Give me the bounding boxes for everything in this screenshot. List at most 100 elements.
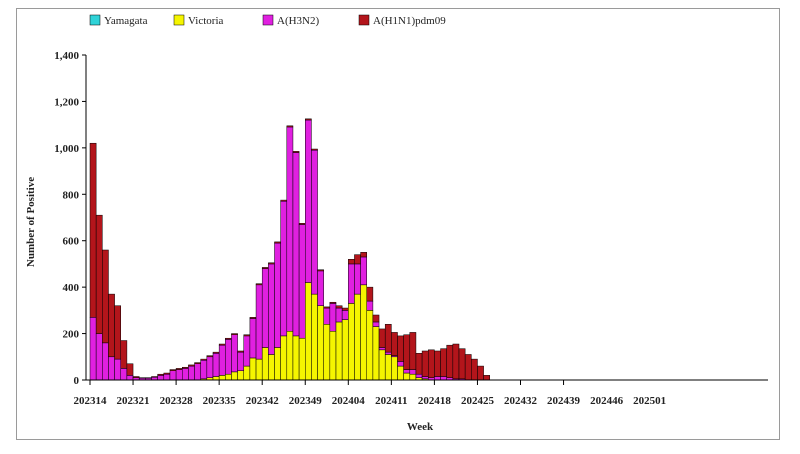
- bar-segment: [335, 321, 343, 381]
- bar-segment: [163, 372, 171, 375]
- x-tick-label: 202425: [461, 395, 495, 407]
- bar-segment: [329, 303, 337, 332]
- bar-segment: [421, 376, 429, 380]
- y-tick-label: 0: [74, 375, 80, 387]
- bar-segment: [298, 224, 306, 339]
- y-tick-label: 200: [63, 329, 80, 341]
- bar-segment: [305, 118, 312, 121]
- bar-segment: [360, 284, 368, 381]
- y-tick-label: 1,200: [54, 96, 79, 108]
- bar-segment: [409, 369, 417, 375]
- bar-segment: [440, 348, 447, 377]
- bar-segment: [440, 376, 447, 381]
- bar-segment: [458, 348, 466, 380]
- bar-segment: [341, 319, 349, 381]
- bar-segment: [378, 347, 386, 351]
- bar-segment: [157, 373, 165, 376]
- bar-segment: [120, 340, 128, 369]
- bar-segment: [384, 354, 392, 381]
- legend-swatch: [89, 14, 101, 26]
- bar-segment: [218, 343, 226, 346]
- bar-segment: [354, 263, 361, 295]
- bar-segment: [329, 331, 337, 381]
- bar-segment: [212, 351, 220, 354]
- bar-segment: [348, 303, 355, 381]
- bar-segment: [354, 293, 361, 381]
- bar-segment: [225, 337, 232, 340]
- bar-segment: [483, 375, 491, 381]
- bar-segment: [372, 321, 380, 327]
- bar-segment: [89, 142, 97, 318]
- bar-segment: [360, 256, 368, 286]
- bar-segment: [317, 305, 324, 381]
- bar-segment: [163, 373, 171, 381]
- bar-segment: [95, 333, 103, 381]
- bar-segment: [329, 301, 337, 304]
- bar-segment: [348, 259, 355, 265]
- bar-segment: [126, 363, 134, 376]
- bar-segment: [298, 223, 306, 225]
- legend-swatch: [173, 14, 185, 26]
- bar-segment: [323, 307, 331, 325]
- bar-segment: [261, 268, 269, 348]
- bar-segment: [323, 324, 331, 381]
- bar-segment: [286, 126, 294, 332]
- bar-segment: [280, 201, 288, 337]
- x-tick-label: 202446: [590, 395, 624, 407]
- bar-segment: [434, 376, 441, 381]
- bar-segment: [151, 376, 158, 378]
- legend-label: Yamagata: [104, 15, 148, 27]
- legend-label: A(H3N2): [277, 15, 319, 27]
- x-tick-label: 202349: [289, 395, 323, 407]
- bar-segment: [366, 286, 374, 302]
- bar-segment: [372, 326, 380, 381]
- bar-segment: [114, 305, 121, 360]
- bar-segment: [366, 310, 374, 381]
- x-tick-label: 202418: [418, 395, 452, 407]
- bar-segment: [255, 358, 263, 381]
- bar-segment: [292, 151, 300, 153]
- bar-segment: [212, 353, 220, 377]
- y-axis-title: Number of Positive: [25, 177, 37, 267]
- bar-segment: [237, 370, 245, 381]
- x-axis: 202314 202321 202328 202335 202342 202349 2024…: [74, 379, 768, 407]
- bar-segment: [409, 373, 417, 381]
- bar-segment: [428, 349, 435, 378]
- bar-segment: [268, 262, 275, 265]
- bar-segment: [317, 270, 324, 306]
- y-tick-label: 1,000: [54, 143, 79, 155]
- bar-segment: [95, 214, 103, 334]
- bar-segment: [341, 307, 349, 311]
- x-tick-label: 202411: [375, 395, 407, 407]
- bar-segment: [415, 353, 423, 375]
- bar-segment: [477, 365, 484, 381]
- bar-segment: [255, 283, 263, 286]
- bar-segment: [311, 293, 318, 381]
- bar-segment: [108, 356, 115, 381]
- bar-segment: [243, 335, 251, 367]
- bar-segment: [286, 331, 294, 381]
- bar-segment: [218, 375, 226, 381]
- bar-segment: [231, 334, 238, 373]
- bar-segment: [434, 350, 441, 377]
- bar-segment: [200, 360, 208, 380]
- bar-segment: [292, 152, 300, 337]
- bar-segment: [292, 335, 300, 381]
- bar-segment: [212, 376, 220, 381]
- bar-segment: [421, 350, 429, 377]
- bar-segment: [249, 357, 257, 381]
- x-tick-label: 202328: [160, 395, 194, 407]
- bar-segment: [280, 335, 288, 381]
- bar-segment: [206, 355, 214, 358]
- y-tick-label: 600: [63, 236, 80, 248]
- bar-segment: [384, 324, 392, 353]
- bar-segment: [231, 371, 238, 381]
- bar-segment: [464, 354, 472, 381]
- legend-swatch: [262, 14, 274, 26]
- bar-segment: [409, 332, 417, 370]
- x-tick-label: 202432: [504, 395, 538, 407]
- y-tick-label: 400: [63, 282, 80, 294]
- bar-segment: [249, 317, 257, 319]
- bar-segment: [182, 366, 189, 369]
- bar-segment: [298, 337, 306, 381]
